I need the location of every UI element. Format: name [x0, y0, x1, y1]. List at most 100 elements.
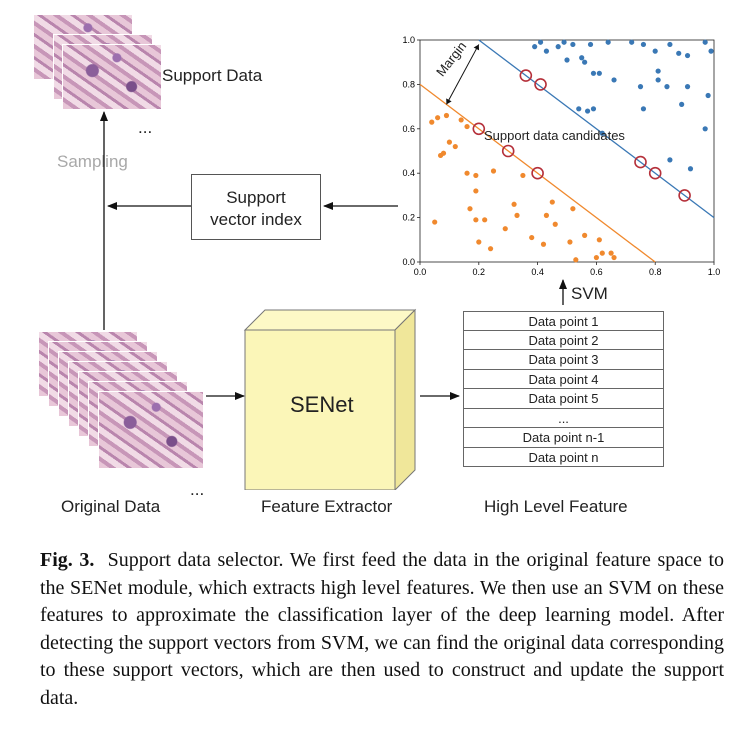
senet-box: [243, 308, 417, 490]
margin-arrowhead: [446, 98, 452, 105]
blue-data-point: [543, 48, 550, 54]
x-tick-label: 0.8: [649, 267, 662, 277]
feature-extractor-label: Feature Extractor: [261, 497, 393, 516]
blue-data-point: [655, 77, 661, 83]
support-vector-circle: [531, 166, 544, 180]
orange-data-point: [446, 139, 452, 145]
support-vector-circle: [501, 144, 515, 158]
blue-data-point: [676, 50, 682, 56]
orange-data-point: [540, 241, 547, 247]
orange-data-point: [573, 257, 579, 263]
caption-text: Support data selector. We first feed the…: [40, 549, 725, 709]
orange-data-point: [529, 234, 535, 241]
y-tick-label: 0.4: [402, 168, 415, 178]
orange-data-point: [593, 254, 599, 261]
support-data-ellipsis: ...: [138, 118, 153, 137]
blue-data-point: [555, 44, 561, 50]
blue-data-point: [599, 130, 605, 136]
support-data-label: Support Data: [162, 66, 263, 85]
blue-data-point: [611, 77, 617, 83]
blue-data-point: [667, 41, 673, 48]
blue-data-point: [537, 39, 544, 45]
blue-data-point: [667, 157, 673, 163]
support-vector-circle: [472, 122, 486, 136]
orange-data-point: [596, 237, 602, 243]
support-vector-index-label: Support vector index: [192, 187, 320, 231]
y-tick-label: 0.2: [402, 213, 415, 223]
orange-data-point: [487, 246, 494, 252]
orange-data-point: [437, 152, 444, 159]
plot-frame: [419, 39, 715, 263]
x-tick-label: 0.4: [531, 267, 544, 277]
orange-data-point: [549, 199, 555, 205]
y-tick-label: 0.0: [402, 257, 415, 267]
orange-boundary-line: [419, 83, 656, 263]
orange-data-point: [473, 172, 479, 179]
original-data-label: Original Data: [61, 497, 161, 516]
data-point-row: Data point 2: [463, 330, 664, 350]
blue-data-point: [684, 52, 691, 59]
blue-data-point: [702, 39, 708, 45]
sampling-label: Sampling: [57, 152, 128, 171]
orange-data-point: [543, 212, 550, 218]
high-level-feature-table: Data point 1 Data point 2 Data point 3 D…: [463, 311, 664, 467]
support-vector-circle: [519, 69, 533, 82]
support-vector-index-line2: vector index: [210, 210, 302, 229]
support-vector-circle: [648, 166, 662, 180]
orange-data-point: [464, 170, 470, 176]
blue-data-point: [590, 70, 597, 76]
orange-data-point: [520, 172, 526, 179]
blue-data-point: [652, 48, 658, 54]
orange-data-point: [567, 239, 573, 245]
orange-data-point: [464, 123, 470, 130]
blue-data-point: [664, 84, 670, 90]
support-vector-circle: [678, 189, 691, 202]
orange-data-point: [443, 112, 450, 119]
support-vector-index-line1: Support: [226, 188, 286, 207]
y-tick-label: 1.0: [402, 35, 415, 45]
orange-data-point: [570, 206, 576, 212]
orange-data-point: [611, 254, 617, 261]
blue-data-point: [708, 48, 714, 54]
orange-data-point: [429, 119, 435, 125]
high-level-feature-label: High Level Feature: [484, 497, 628, 516]
data-point-row: Data point n-1: [463, 428, 664, 448]
svm-scatter-chart: 0.0 0.2 0.4 0.6 0.8 1.0 0.0 0.2 0.4 0.6 0.8 1.0: [402, 35, 720, 277]
data-point-row: Data point n: [463, 447, 664, 467]
blue-data-point: [564, 57, 570, 63]
blue-data-point: [705, 92, 711, 99]
blue-data-point: [596, 70, 602, 76]
orange-data-point: [582, 232, 588, 238]
support-vector-circle: [634, 155, 647, 169]
senet-label: SENet: [290, 392, 354, 417]
orange-data-point: [608, 250, 614, 256]
blue-data-point: [582, 59, 588, 65]
support-data-candidates-annotation: Support data candidates: [484, 128, 625, 143]
blue-data-point: [587, 41, 594, 48]
orange-data-point: [552, 221, 558, 227]
orange-data-point: [599, 250, 605, 256]
data-point-row: Data point 4: [463, 369, 664, 389]
blue-data-point: [702, 126, 708, 132]
orange-data-point: [476, 239, 482, 245]
blue-data-point: [629, 39, 635, 45]
blue-data-point: [640, 41, 647, 48]
margin-arrowhead: [473, 44, 480, 51]
blue-data-point: [605, 39, 611, 45]
x-tick-label: 0.6: [590, 267, 603, 277]
blue-data-point: [687, 166, 694, 172]
orange-data-point: [473, 188, 479, 194]
blue-boundary-line: [478, 39, 715, 219]
data-point-row: ...: [463, 408, 664, 428]
support-vector-index-box: Support vector index: [191, 174, 321, 240]
orange-data-point: [452, 143, 458, 150]
support-vector-circle: [534, 78, 547, 91]
orange-data-point: [502, 226, 508, 232]
caption-fig-number: Fig. 3.: [40, 549, 95, 571]
original-data-ellipsis: ...: [190, 480, 205, 499]
orange-data-point: [432, 219, 438, 225]
blue-data-point: [590, 106, 597, 112]
data-point-row: Data point 5: [463, 389, 664, 409]
svm-label: SVM: [571, 284, 608, 303]
orange-data-point: [467, 206, 473, 212]
